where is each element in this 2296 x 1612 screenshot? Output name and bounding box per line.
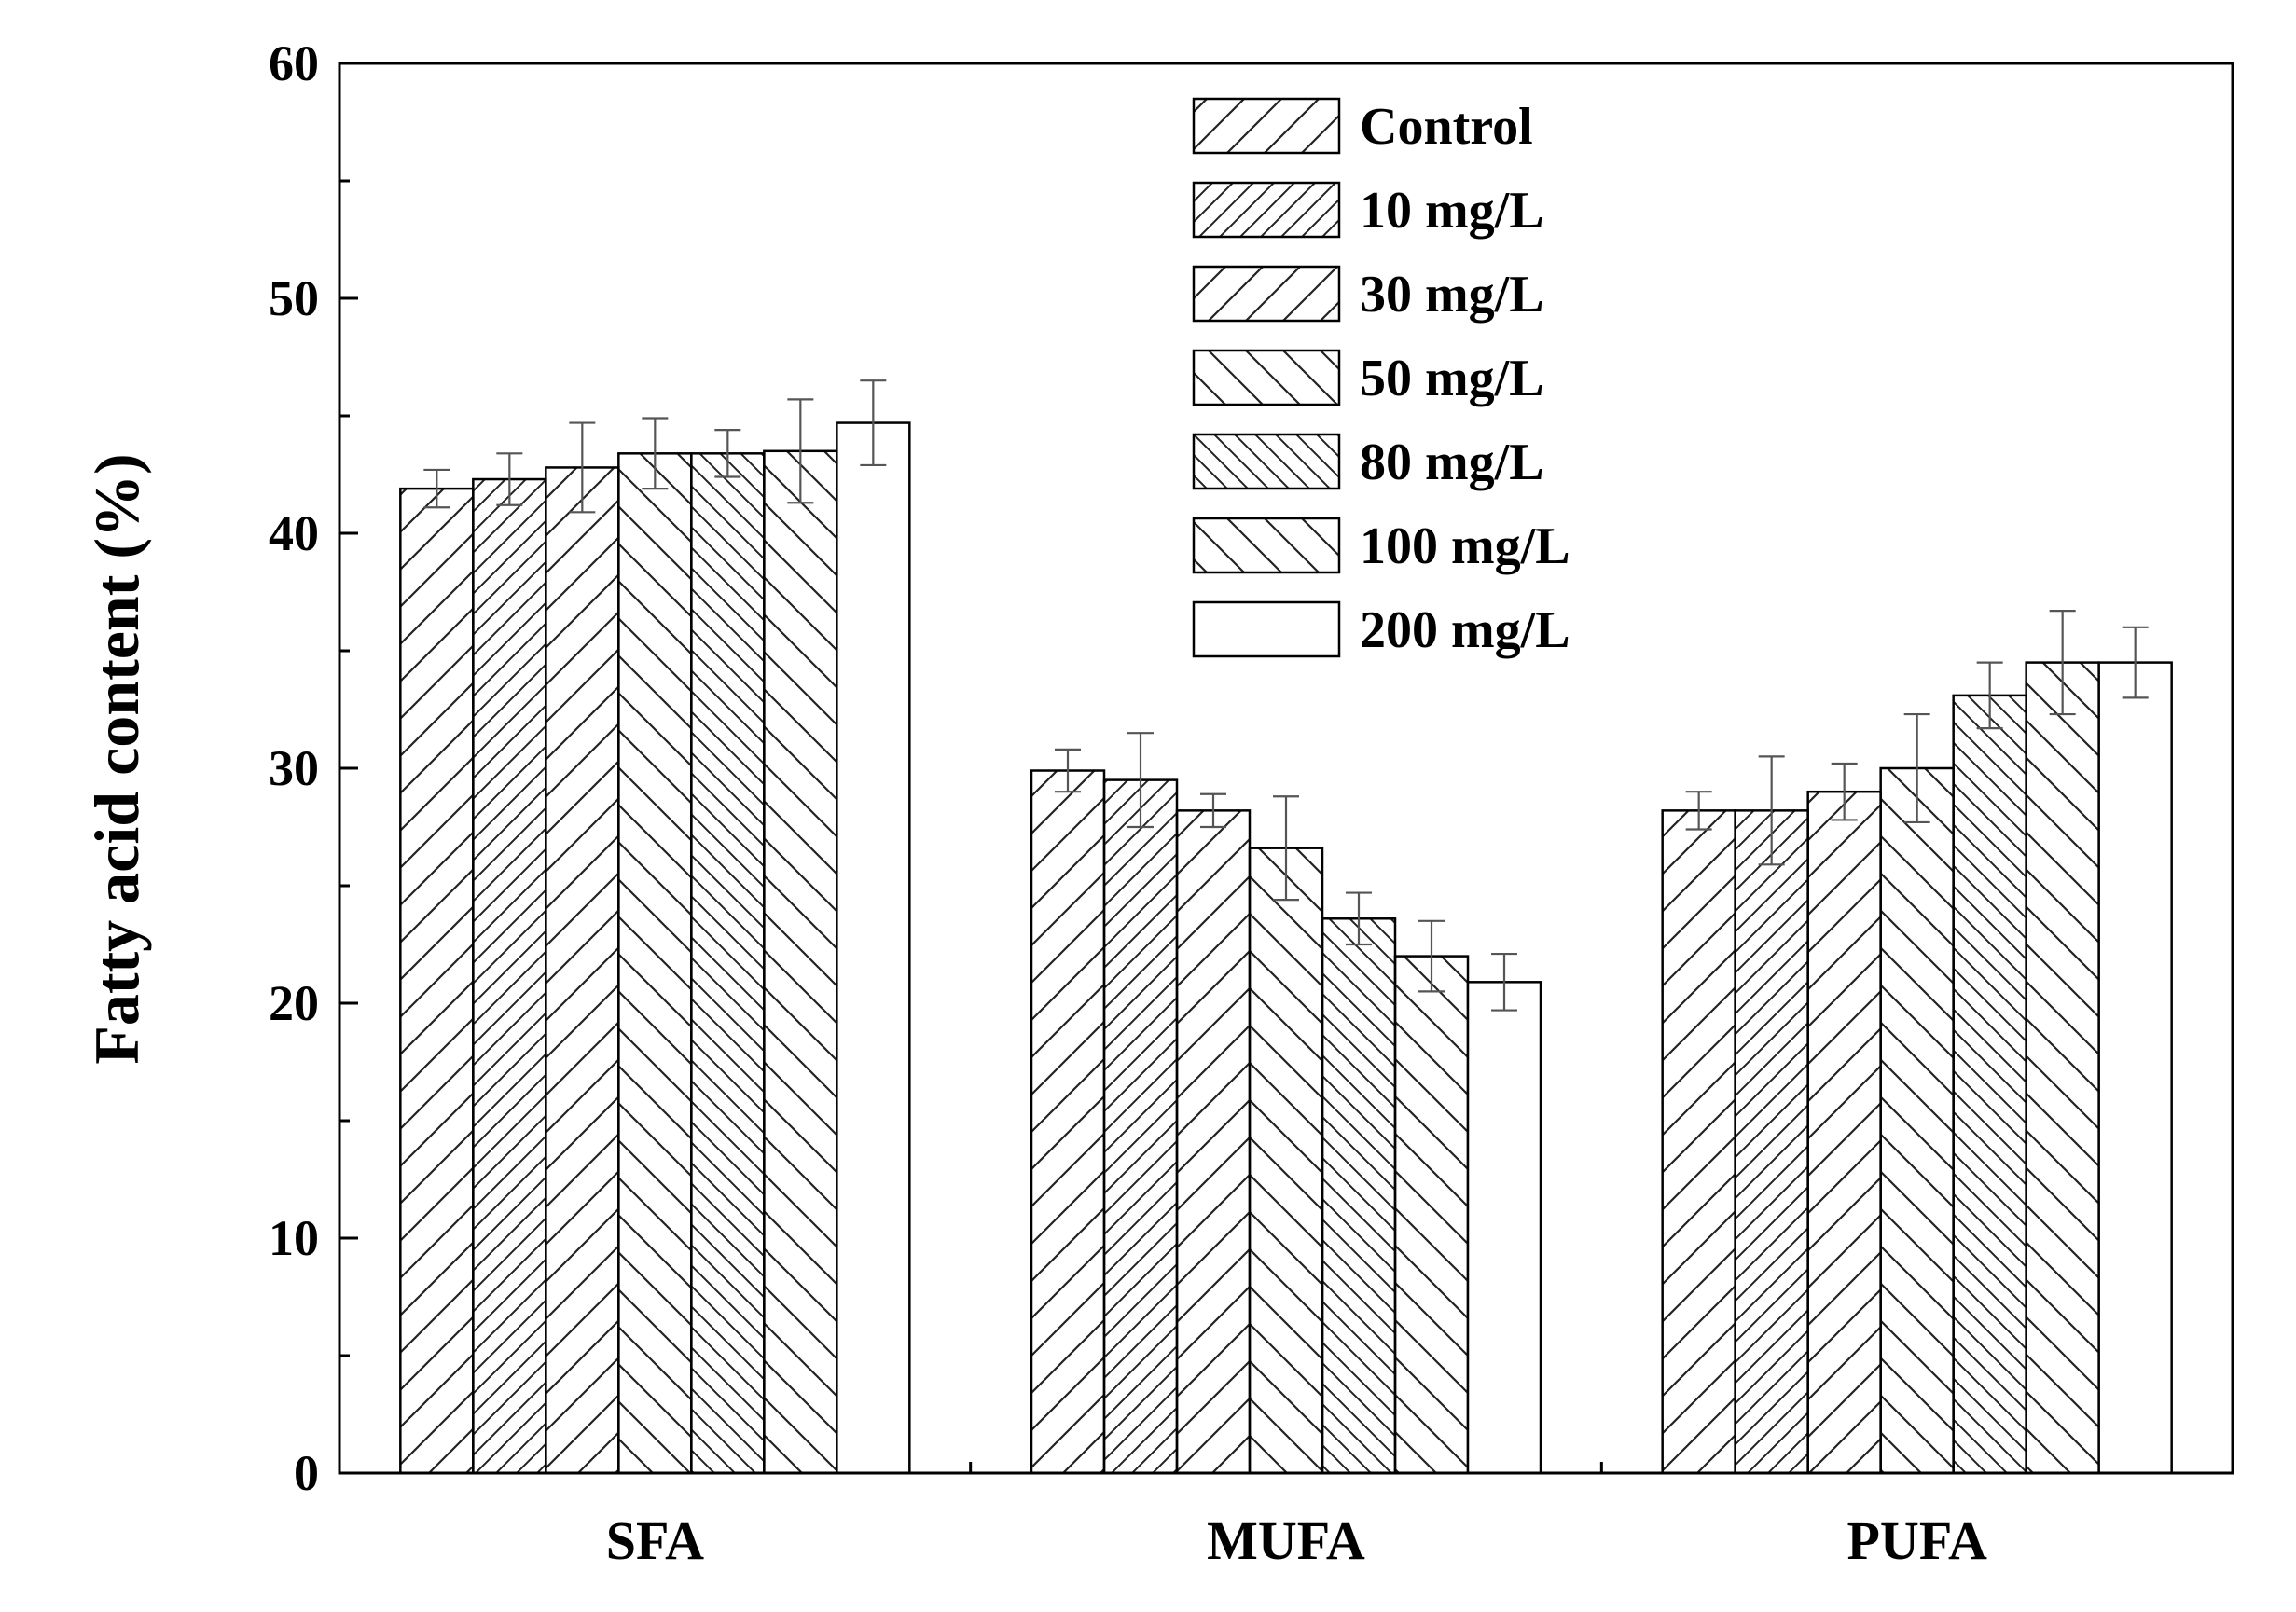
- bar: [399, 487, 475, 1475]
- legend-swatch: [1192, 349, 1341, 406]
- bar: [690, 452, 766, 1475]
- bar: [1661, 809, 1736, 1475]
- y-tick-labels: 0 10 20 30 40 50 60: [269, 35, 319, 1501]
- bars: [399, 421, 2173, 1475]
- bar: [1321, 917, 1397, 1475]
- bar: [2097, 661, 2173, 1475]
- x-tick-label: SFA: [606, 1510, 704, 1571]
- bar: [1102, 778, 1179, 1475]
- legend-swatch: [1192, 97, 1341, 155]
- bar: [617, 452, 693, 1475]
- bar: [1248, 847, 1324, 1475]
- legend-label: 10 mg/L: [1360, 182, 1544, 240]
- legend-swatch: [1192, 181, 1341, 239]
- y-tick-label: 60: [269, 35, 319, 91]
- legend-swatch: [1192, 265, 1341, 323]
- bar: [1030, 769, 1106, 1475]
- x-tick-label: MUFA: [1207, 1510, 1365, 1571]
- x-tick-label: PUFA: [1847, 1510, 1987, 1571]
- legend: Control 10 mg/L 30 mg/L 50 mg/L 80 mg/L 100 m…: [1192, 97, 1570, 659]
- legend-label: 80 mg/L: [1360, 434, 1544, 491]
- bar: [472, 477, 547, 1475]
- legend-swatch: [1192, 433, 1341, 490]
- bar: [2025, 661, 2100, 1475]
- x-tick-labels: SFA MUFA PUFA: [606, 1510, 1987, 1571]
- legend-swatch: [1192, 600, 1341, 658]
- legend-label: Control: [1360, 98, 1533, 156]
- plot-frame: [338, 62, 2234, 1475]
- y-axis-label: Fatty acid content (%): [81, 453, 152, 1064]
- y-tick-label: 50: [269, 270, 319, 326]
- y-tick-label: 10: [269, 1210, 319, 1266]
- y-tick-label: 0: [294, 1445, 319, 1501]
- y-tick-label: 20: [269, 975, 319, 1031]
- bar: [1952, 694, 2027, 1475]
- bar: [1175, 809, 1252, 1475]
- bar: [1466, 981, 1542, 1475]
- bar: [1879, 766, 1955, 1475]
- bar: [1393, 955, 1470, 1475]
- bar: [1734, 809, 1809, 1475]
- y-tick-label: 30: [269, 740, 319, 796]
- legend-label: 50 mg/L: [1360, 350, 1544, 407]
- bar: [836, 421, 911, 1475]
- legend-label: 30 mg/L: [1360, 266, 1544, 324]
- legend-label: 100 mg/L: [1360, 517, 1570, 575]
- bar: [763, 449, 838, 1475]
- y-tick-label: 40: [269, 505, 319, 561]
- legend-swatch: [1192, 517, 1341, 574]
- bar: [1806, 790, 1882, 1475]
- bar: [545, 466, 620, 1475]
- legend-label: 200 mg/L: [1360, 601, 1570, 659]
- error-bars: [423, 379, 2149, 1012]
